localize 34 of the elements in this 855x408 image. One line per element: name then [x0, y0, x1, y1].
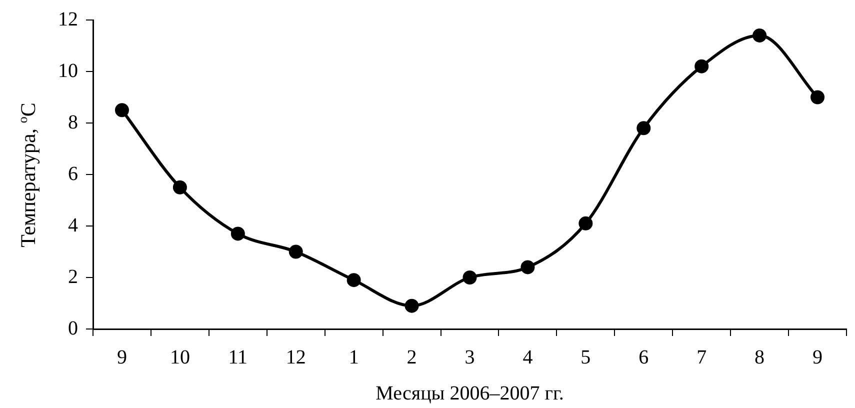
- point: [520, 260, 535, 274]
- x-tick-label: 7: [696, 346, 707, 368]
- x-tick-label: 9: [116, 346, 127, 368]
- x-tick-label: 12: [286, 346, 306, 368]
- point: [578, 216, 593, 230]
- x-tick-label: 2: [406, 346, 417, 368]
- point: [462, 270, 477, 284]
- x-tick-label: 11: [228, 346, 248, 368]
- point: [810, 90, 825, 104]
- y-tick-label: 2: [68, 266, 78, 288]
- point: [288, 244, 303, 259]
- x-tick-label: 9: [812, 346, 823, 368]
- point: [346, 273, 361, 288]
- y-tick-label: 10: [58, 60, 78, 82]
- point: [114, 103, 129, 118]
- y-tick-label: 4: [68, 214, 78, 236]
- point: [172, 180, 187, 194]
- x-tick-label: 10: [170, 346, 190, 368]
- x-tick-label: 6: [638, 346, 649, 368]
- point: [694, 59, 709, 74]
- x-tick-label: 1: [348, 346, 359, 368]
- x-tick-label: 8: [754, 346, 765, 368]
- point: [636, 121, 651, 136]
- y-tick-label: 0: [68, 317, 78, 340]
- point: [230, 226, 245, 241]
- y-tick-label: 12: [58, 8, 78, 30]
- y-tick-label: 8: [68, 111, 78, 134]
- y-tick-label: 6: [68, 162, 78, 185]
- x-tick-label: 3: [464, 346, 475, 368]
- point: [404, 298, 419, 313]
- x-tick-label: 4: [522, 346, 533, 368]
- x-tick-label: 5: [580, 346, 591, 368]
- point: [752, 28, 767, 42]
- x-axis-title: Месяцы 2006–2007 гг.: [376, 382, 564, 404]
